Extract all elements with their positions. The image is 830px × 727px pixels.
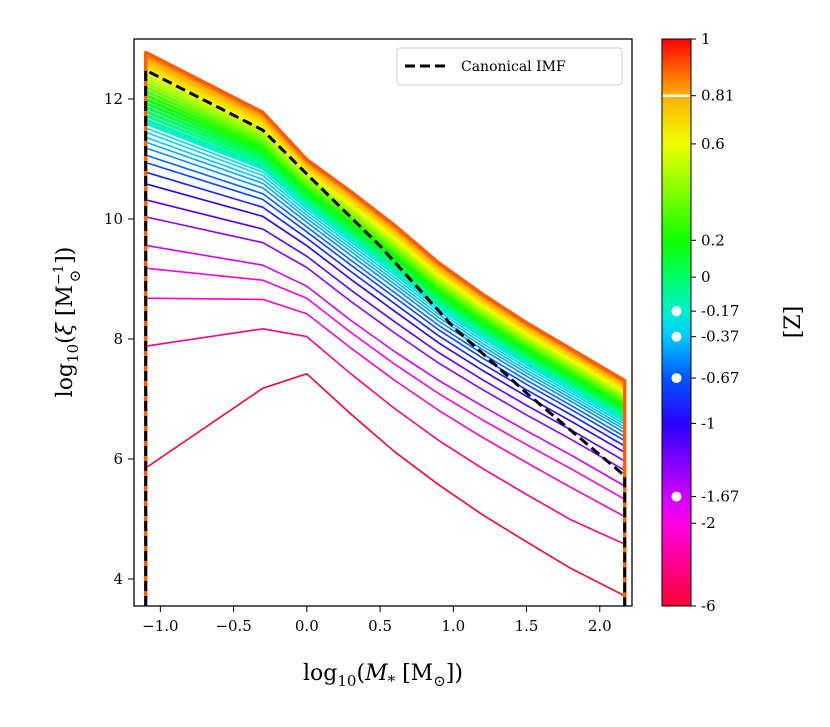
series-line-z-0p06: [144, 105, 627, 606]
series-layer: [144, 50, 627, 606]
colorbar-tick-label-9: -1.67: [701, 488, 739, 506]
legend-box: [396, 47, 623, 86]
legend-label-canonical-imf: Canonical IMF: [461, 59, 566, 75]
colorbar-tick-label-6: -0.37: [701, 328, 739, 346]
x-tick-label-2: 0.0: [295, 617, 319, 635]
colorbar-markers: [663, 94, 690, 502]
y-axis-title: log10(ξ [M−1⊙]): [51, 247, 84, 398]
series-line-z-m0p3: [144, 131, 626, 606]
colorbar-tick-label-8: -1: [701, 414, 716, 432]
series-line-z-m0p37: [144, 136, 626, 606]
colorbar-tick-label-7: -0.67: [701, 369, 739, 387]
series-line-z-m0p17: [144, 121, 627, 606]
series-line-z-m0p44: [144, 141, 626, 606]
x-axis: −1.0 −0.5 0.0 0.5 1.0 1.5 2.0: [142, 606, 612, 635]
x-tick-label-0: −1.0: [142, 617, 178, 635]
y-tick-label-2: 8: [113, 330, 123, 348]
colorbar-tick-label-10: -2: [701, 514, 716, 532]
colorbar-tick-label-2: 0.6: [701, 135, 725, 153]
colorbar-tick-label-1: 0.81: [701, 87, 734, 105]
plot-area: [133, 38, 633, 607]
series-line-z-m1p67: [144, 244, 626, 606]
canonical-imf-line: [144, 67, 627, 606]
colorbar: 1 0.81 0.6 0.2 0 -0.17 -0.37 -0.67 -1 -1.67 -2 -6 […: [661, 30, 806, 615]
series-line-z-m0p06: [144, 113, 627, 606]
x-title-unitsub: ⊙: [433, 672, 446, 690]
series-line-z-m4: [144, 327, 626, 606]
colorbar-marker-dot-2: [671, 331, 682, 342]
y-title-unitsup: −1: [51, 264, 67, 285]
series-line-z-m1p4: [144, 216, 626, 606]
colorbar-bar: [661, 38, 692, 607]
colorbar-marker-dot-3: [671, 373, 682, 384]
y-tick-label-3: 10: [104, 210, 123, 228]
y-tick-label-0: 4: [113, 570, 123, 588]
y-title-var: ξ: [53, 321, 78, 335]
x-title-sub: 10: [337, 672, 356, 690]
x-tick-label-4: 1.0: [441, 617, 465, 635]
series-line-z-0p48: [144, 77, 627, 606]
colorbar-tick-label-3: 0.2: [701, 231, 725, 249]
colorbar-title: [Z]: [781, 306, 806, 338]
series-line-z-m0p24: [144, 127, 626, 606]
series-line-z-m1p2: [144, 199, 626, 606]
series-line-z-0p36: [144, 85, 627, 606]
y-title-unit: [M: [53, 285, 78, 323]
y-title-close: ]): [53, 247, 78, 264]
x-title-unit: [M: [395, 661, 433, 686]
series-line-z-0p42: [144, 81, 627, 606]
colorbar-tick-label-0: 1: [701, 30, 711, 48]
canonical-imf-layer: [144, 67, 627, 606]
colorbar-tick-label-11: -6: [701, 597, 716, 615]
x-axis-title: log10(M* [M⊙]): [303, 661, 463, 690]
series-line-z-0p3: [144, 89, 627, 606]
x-title-prefix: log: [303, 661, 337, 686]
series-line-z-m1: [144, 183, 626, 606]
y-title-open: (: [53, 335, 78, 344]
series-line-z-m0p62: [144, 154, 626, 606]
series-line-z-0: [144, 109, 627, 606]
y-title-prefix: log: [53, 363, 78, 397]
legend: Canonical IMF: [396, 47, 623, 86]
x-title-var: M: [364, 661, 388, 686]
x-tick-label-1: −0.5: [215, 617, 251, 635]
y-title-sub: 10: [64, 344, 82, 363]
plot-frame: [133, 38, 633, 607]
y-title-unitsub: ⊙: [66, 270, 84, 283]
series-line-z-m2: [144, 267, 626, 606]
y-axis: 4 6 8 10 12: [104, 90, 134, 588]
series-line-z-0p18: [144, 97, 627, 606]
colorbar-marker-dot-4: [671, 491, 682, 502]
series-line-z-m2p5: [144, 297, 626, 606]
series-line-z-0p12: [144, 101, 627, 606]
series-line-z-m0p85: [144, 171, 626, 606]
x-tick-label-5: 1.5: [515, 617, 539, 635]
y-tick-label-4: 12: [104, 90, 123, 108]
x-tick-label-6: 2.0: [588, 617, 612, 635]
series-line-z-m6: [144, 372, 626, 606]
y-tick-label-1: 6: [113, 450, 123, 468]
colorbar-tick-label-5: -0.17: [701, 302, 739, 320]
colorbar-ticks: 1 0.81 0.6 0.2 0 -0.17 -0.37 -0.67 -1 -1.67 -2 -6: [691, 30, 739, 615]
series-line-z-0p9: [144, 50, 627, 606]
series-line-z-0p24: [144, 93, 627, 606]
x-title-close: ]): [446, 661, 463, 686]
x-title-open: (: [356, 661, 365, 686]
colorbar-tick-label-4: 0: [701, 268, 711, 286]
series-line-z-m0p52: [144, 147, 626, 606]
colorbar-marker-dot-1: [671, 306, 682, 317]
x-title-varsub: *: [388, 672, 396, 690]
series-line-z-m0p72: [144, 161, 626, 606]
x-tick-label-3: 0.5: [368, 617, 392, 635]
